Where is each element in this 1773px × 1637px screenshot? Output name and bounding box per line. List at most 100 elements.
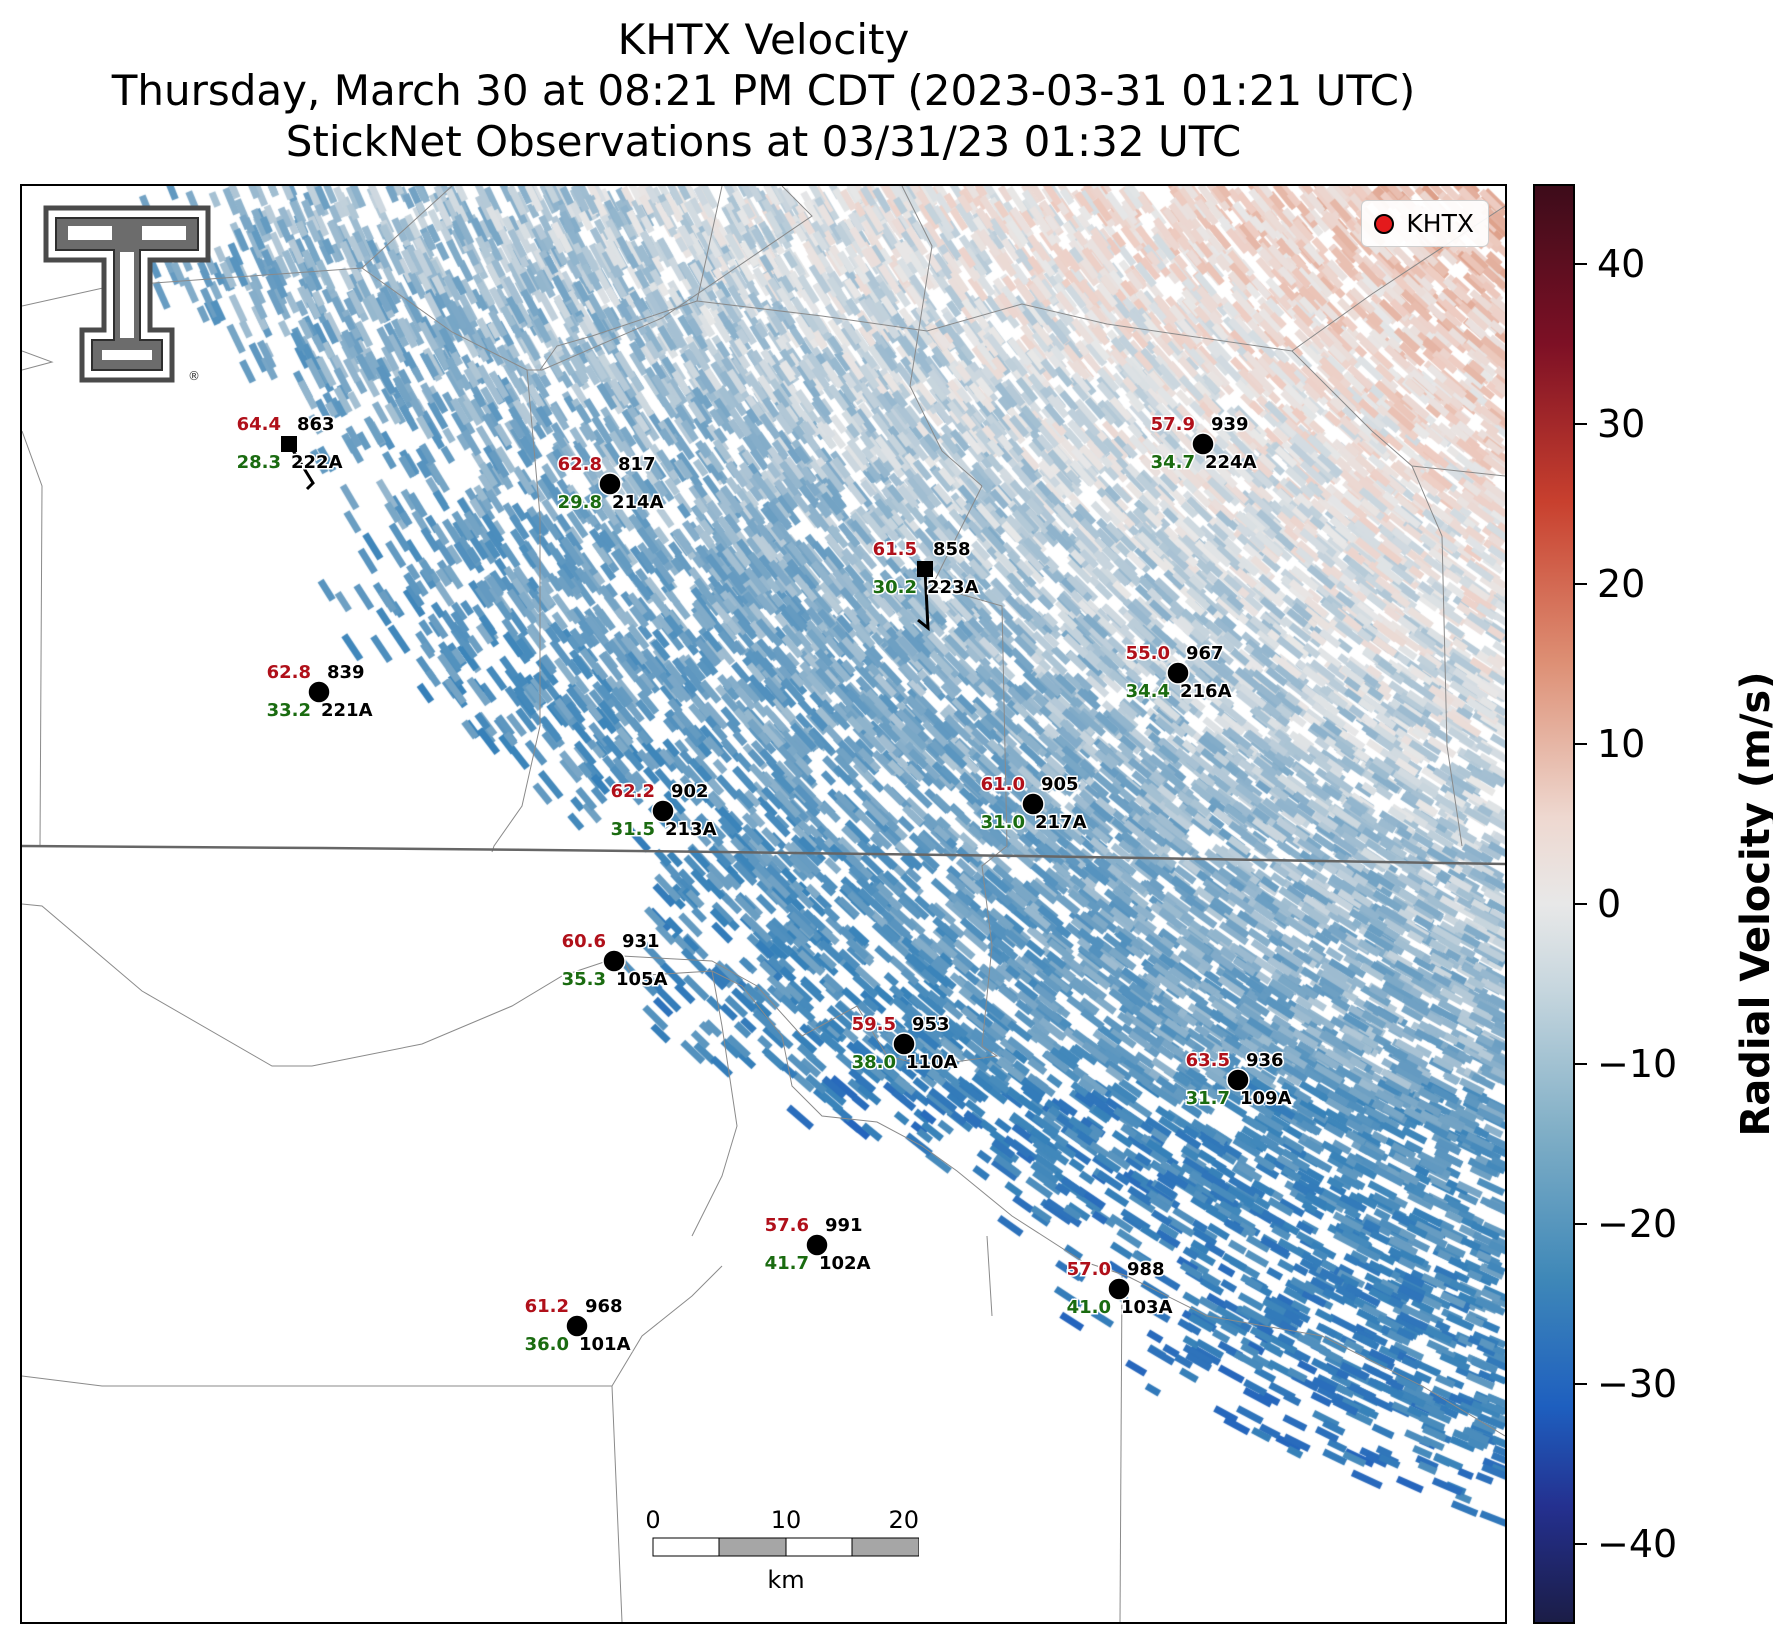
station-id: 105A [616, 969, 668, 990]
station-id: 213A [665, 819, 717, 840]
station-dewpoint: 29.8 [558, 492, 602, 513]
station-213A[interactable] [651, 799, 675, 823]
colorbar-title: Radial Velocity (m/s) [1733, 671, 1773, 1137]
title-line-2: Thursday, March 30 at 08:21 PM CDT (2023… [111, 66, 1416, 115]
station-216A[interactable] [1166, 661, 1190, 685]
station-102A[interactable] [805, 1233, 829, 1257]
colorbar-tick-label: 10 [1597, 722, 1646, 766]
station-pressure: 839 [327, 662, 365, 683]
station-circle-marker-icon [651, 799, 675, 823]
station-id: 109A [1240, 1088, 1292, 1109]
scale-bar: 0 10 20 km [645, 1506, 919, 1594]
radar-velocity-field [22, 186, 1505, 1622]
station-110A[interactable] [892, 1032, 916, 1056]
wind-barb-icon [287, 443, 315, 491]
station-214A[interactable] [598, 472, 622, 496]
colorbar [1533, 184, 1575, 1624]
figure-title: KHTX Velocity Thursday, March 30 at 08:2… [20, 14, 1507, 167]
station-temperature: 64.4 [237, 414, 281, 435]
station-circle-marker-icon [1166, 661, 1190, 685]
colorbar-tick-label: −20 [1597, 1202, 1678, 1246]
station-224A[interactable] [1191, 432, 1215, 456]
station-105A[interactable] [602, 949, 626, 973]
station-id: 110A [906, 1052, 958, 1073]
station-temperature: 62.8 [558, 454, 602, 475]
station-dewpoint: 30.2 [873, 577, 917, 598]
station-circle-marker-icon [565, 1314, 589, 1338]
map-panel[interactable]: 64.4 863 28.3 222A 62.8 817 29.8 214A 61.5 858 30.… [20, 184, 1507, 1624]
station-pressure: 988 [1127, 1259, 1165, 1280]
county-line [696, 186, 723, 302]
station-109A[interactable] [1226, 1068, 1250, 1092]
county-line [22, 1375, 623, 1622]
colorbar-tick [1575, 583, 1587, 585]
station-temperature: 57.0 [1067, 1259, 1111, 1280]
county-line [22, 430, 43, 847]
station-temperature: 57.9 [1151, 414, 1195, 435]
station-square-marker-icon [281, 436, 297, 452]
station-pressure: 905 [1041, 774, 1079, 795]
station-square-marker-icon [917, 561, 933, 577]
colorbar-tick [1575, 1063, 1587, 1065]
colorbar-gradient [1535, 186, 1573, 1622]
colorbar-tick-label: 20 [1597, 562, 1646, 606]
station-dewpoint: 34.7 [1151, 452, 1195, 473]
station-dewpoint: 41.0 [1067, 1297, 1111, 1318]
station-pressure: 817 [618, 454, 656, 475]
station-dewpoint: 36.0 [525, 1334, 569, 1355]
khtx-marker-icon [1374, 213, 1395, 234]
county-line [611, 1265, 723, 1387]
station-id: 224A [1205, 452, 1257, 473]
county-line [491, 369, 541, 853]
county-line [22, 845, 1008, 1067]
station-dewpoint: 28.3 [237, 452, 281, 473]
colorbar-tick [1575, 1223, 1587, 1225]
county-line [1411, 465, 1463, 847]
colorbar-tick [1575, 903, 1587, 905]
station-temperature: 63.5 [1186, 1050, 1230, 1071]
station-pressure: 936 [1246, 1050, 1284, 1071]
station-pressure: 858 [933, 539, 971, 560]
county-line [691, 970, 738, 1237]
station-id: 223A [927, 577, 979, 598]
state-line-tennessee-alabama [22, 844, 1505, 866]
station-101A[interactable] [565, 1314, 589, 1338]
scalebar-label-10: 10 [771, 1506, 802, 1534]
colorbar-tick-label: 0 [1597, 882, 1622, 926]
county-line [22, 350, 54, 371]
colorbar-tick-label: −40 [1597, 1522, 1678, 1566]
station-dewpoint: 41.7 [765, 1253, 809, 1274]
title-line-3: StickNet Observations at 03/31/23 01:32 … [285, 117, 1242, 166]
station-temperature: 57.6 [765, 1215, 809, 1236]
station-id: 221A [321, 700, 373, 721]
station-221A[interactable] [307, 680, 331, 704]
station-circle-marker-icon [307, 680, 331, 704]
station-temperature: 61.0 [981, 774, 1025, 795]
station-pressure: 967 [1186, 643, 1224, 664]
colorbar-ticks: 40 30 20 10 0 −10 −20 −30 −40 [1575, 184, 1695, 1624]
station-dewpoint: 35.3 [562, 969, 606, 990]
colorbar-tick-label: −30 [1597, 1362, 1678, 1406]
station-id: 217A [1035, 812, 1087, 833]
station-circle-marker-icon [892, 1032, 916, 1056]
station-id: 214A [612, 492, 664, 513]
station-dewpoint: 34.4 [1126, 681, 1170, 702]
county-boundaries [22, 186, 1505, 1622]
colorbar-tick [1575, 1383, 1587, 1385]
county-line [621, 955, 1505, 1437]
station-pressure: 931 [622, 931, 660, 952]
station-pressure: 939 [1211, 414, 1249, 435]
station-dewpoint: 38.0 [852, 1052, 896, 1073]
colorbar-tick [1575, 263, 1587, 265]
station-circle-marker-icon [1107, 1277, 1131, 1301]
legend-label: KHTX [1406, 209, 1474, 238]
station-103A[interactable] [1107, 1277, 1131, 1301]
station-temperature: 62.2 [611, 781, 655, 802]
station-circle-marker-icon [602, 949, 626, 973]
station-217A[interactable] [1021, 792, 1045, 816]
colorbar-tick-label: 30 [1597, 402, 1646, 446]
station-222A[interactable] [281, 436, 315, 491]
colorbar-tick-label: −10 [1597, 1042, 1678, 1086]
station-223A[interactable] [917, 561, 933, 632]
station-pressure: 953 [912, 1014, 950, 1035]
